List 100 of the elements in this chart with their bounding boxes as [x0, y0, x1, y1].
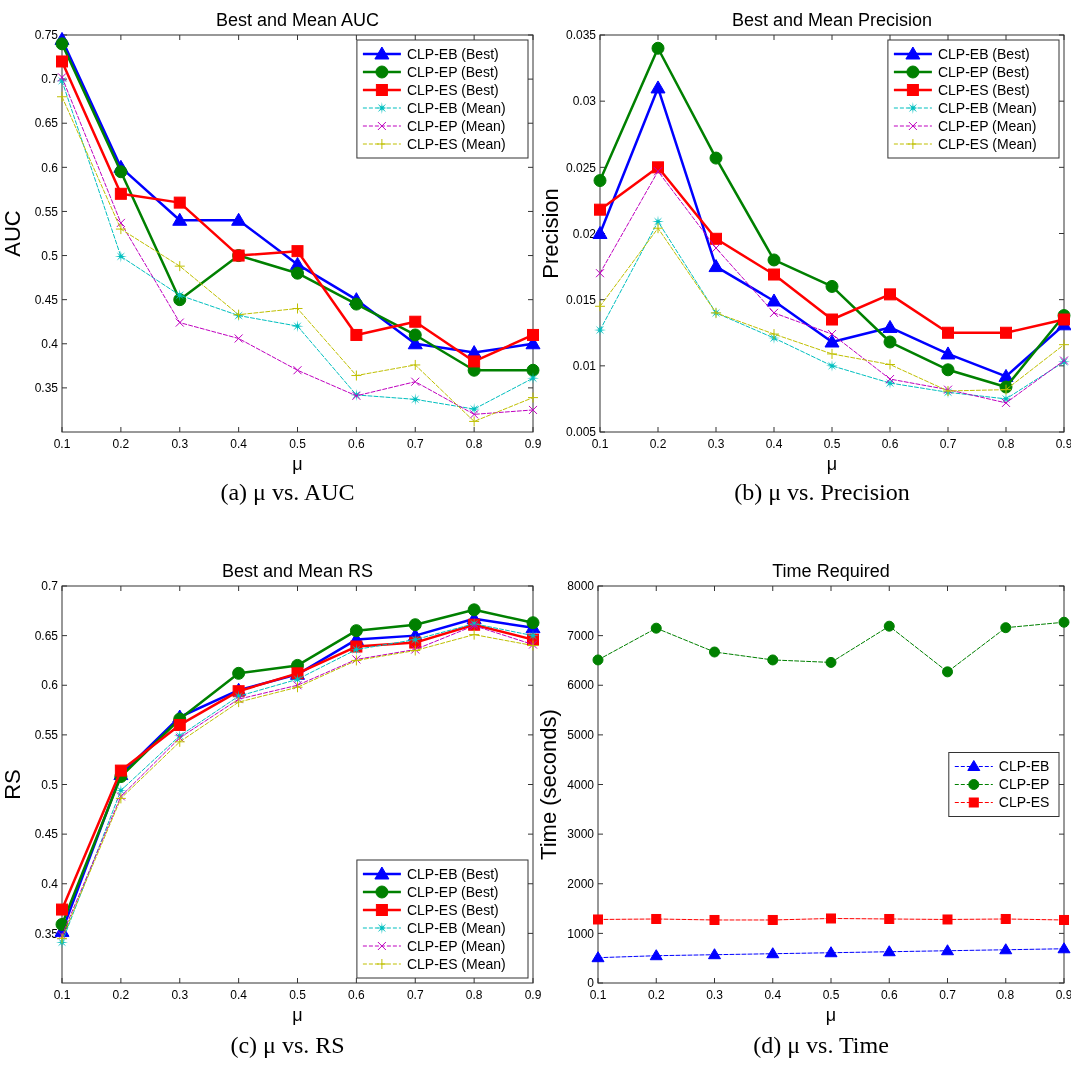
- y-tick-label: 6000: [567, 678, 595, 693]
- legend-label: CLP-ES: [998, 794, 1050, 811]
- y-tick-label: 0.55: [34, 728, 59, 743]
- legend-label: CLP-EP (Best): [406, 63, 499, 80]
- y-tick-label: 0.7: [41, 72, 59, 87]
- x-tick-label: 0.8: [997, 988, 1015, 1002]
- x-tick-label: 0.2: [647, 988, 665, 1002]
- x-tick-label: 0.4: [765, 437, 783, 451]
- x-tick-label: 0.6: [881, 437, 899, 451]
- x-tick-label: 0.9: [1055, 988, 1071, 1002]
- chart-title: Best and Mean Precision: [731, 10, 933, 30]
- x-tick-label: 0.6: [348, 437, 366, 451]
- legend-label: CLP-EB (Mean): [937, 99, 1037, 116]
- x-axis-title: μ: [292, 454, 303, 474]
- legend-label: CLP-EB (Best): [937, 45, 1030, 62]
- y-tick-label: 0.6: [41, 160, 59, 175]
- legend-label: CLP-EP (Mean): [406, 117, 506, 134]
- text: (a) μ vs. AUC: [220, 479, 355, 505]
- x-tick-label: 0.5: [289, 988, 307, 1002]
- legend-label: CLP-ES (Mean): [406, 135, 506, 152]
- y-tick-label: 0.5: [41, 248, 59, 263]
- x-tick-label: 0.3: [706, 988, 724, 1002]
- x-tick-label: 0.9: [1055, 437, 1071, 451]
- text: (d) μ vs. Time: [753, 1032, 889, 1058]
- x-tick-label: 0.1: [53, 437, 71, 451]
- legend-label: CLP-ES (Best): [937, 81, 1030, 98]
- text: (b) μ vs. Precision: [734, 479, 910, 505]
- y-tick-label: 0.035: [565, 28, 597, 43]
- legend-label: CLP-EB: [998, 758, 1050, 775]
- y-tick-label: 0.35: [34, 381, 59, 396]
- x-tick-label: 0.2: [112, 988, 130, 1002]
- y-tick-label: 1000: [567, 926, 595, 941]
- y-tick-label: 2000: [567, 876, 595, 891]
- legend-label: CLP-ES (Best): [406, 81, 499, 98]
- legend-label: CLP-EP (Best): [937, 63, 1030, 80]
- x-tick-label: 0.9: [524, 988, 542, 1002]
- y-tick-label: 0.4: [41, 876, 59, 891]
- x-tick-label: 0.4: [230, 437, 248, 451]
- chart-title: Best and Mean AUC: [215, 10, 380, 30]
- text: (c) μ vs. RS: [230, 1032, 345, 1058]
- y-tick-label: 0.015: [565, 292, 597, 307]
- x-tick-label: 0.1: [591, 437, 609, 451]
- x-tick-label: 0.1: [589, 988, 607, 1002]
- y-tick-label: 0.025: [565, 160, 597, 175]
- x-tick-label: 0.5: [823, 437, 841, 451]
- x-tick-label: 0.8: [997, 437, 1015, 451]
- y-tick-label: 8000: [567, 579, 595, 594]
- y-tick-label: 0.45: [34, 827, 59, 842]
- x-tick-label: 0.8: [465, 988, 483, 1002]
- x-tick-label: 0.8: [465, 437, 483, 451]
- legend-label: CLP-EB (Mean): [406, 99, 506, 116]
- x-tick-label: 0.7: [939, 437, 957, 451]
- y-tick-label: 0.35: [34, 926, 59, 941]
- y-tick-label: 0.6: [41, 678, 59, 693]
- y-tick-label: 0.55: [34, 204, 59, 219]
- legend-label: CLP-ES (Best): [406, 901, 499, 918]
- legend-label: CLP-EP: [998, 776, 1050, 793]
- legend-label: CLP-ES (Mean): [937, 135, 1037, 152]
- y-axis-title: Precision: [538, 188, 563, 279]
- x-tick-label: 0.5: [822, 988, 840, 1002]
- x-tick-label: 0.3: [171, 988, 189, 1002]
- legend-label: CLP-EB (Best): [406, 45, 499, 62]
- y-tick-label: 0.75: [34, 28, 59, 43]
- x-tick-label: 0.1: [53, 988, 71, 1002]
- y-tick-label: 0.65: [34, 116, 59, 131]
- x-tick-label: 0.7: [939, 988, 957, 1002]
- legend-label: CLP-EP (Mean): [406, 937, 506, 954]
- chart-title: Best and Mean RS: [221, 561, 374, 581]
- y-tick-label: 0.65: [34, 628, 59, 643]
- y-tick-label: 0: [587, 976, 595, 991]
- y-tick-label: 3000: [567, 827, 595, 842]
- x-tick-label: 0.7: [406, 988, 424, 1002]
- legend-label: CLP-ES (Mean): [406, 955, 506, 972]
- legend-label: CLP-EP (Best): [406, 883, 499, 900]
- legend-label: CLP-EB (Mean): [406, 919, 506, 936]
- x-tick-label: 0.6: [348, 988, 366, 1002]
- y-axis-title: Time (seconds): [536, 709, 561, 860]
- x-axis-title: μ: [825, 1005, 837, 1025]
- y-tick-label: 0.45: [34, 292, 59, 307]
- y-tick-label: 0.03: [572, 94, 597, 109]
- chart-title: Time Required: [772, 561, 890, 581]
- x-tick-label: 0.9: [524, 437, 542, 451]
- legend-label: CLP-EP (Mean): [937, 117, 1037, 134]
- y-tick-label: 0.7: [41, 579, 59, 594]
- y-tick-label: 0.005: [565, 425, 597, 440]
- x-tick-label: 0.2: [649, 437, 667, 451]
- y-tick-label: 7000: [567, 628, 595, 643]
- x-tick-label: 0.3: [707, 437, 725, 451]
- y-tick-label: 0.02: [572, 226, 597, 241]
- y-tick-label: 0.4: [41, 336, 59, 351]
- x-axis-title: μ: [826, 454, 838, 474]
- y-axis-title: RS: [0, 769, 25, 800]
- y-tick-label: 4000: [567, 777, 595, 792]
- x-tick-label: 0.4: [764, 988, 782, 1002]
- legend-label: CLP-EB (Best): [406, 865, 499, 882]
- x-axis-title: μ: [292, 1005, 303, 1025]
- x-tick-label: 0.4: [230, 988, 248, 1002]
- y-tick-label: 0.5: [41, 777, 59, 792]
- x-tick-label: 0.2: [112, 437, 130, 451]
- x-tick-label: 0.3: [171, 437, 189, 451]
